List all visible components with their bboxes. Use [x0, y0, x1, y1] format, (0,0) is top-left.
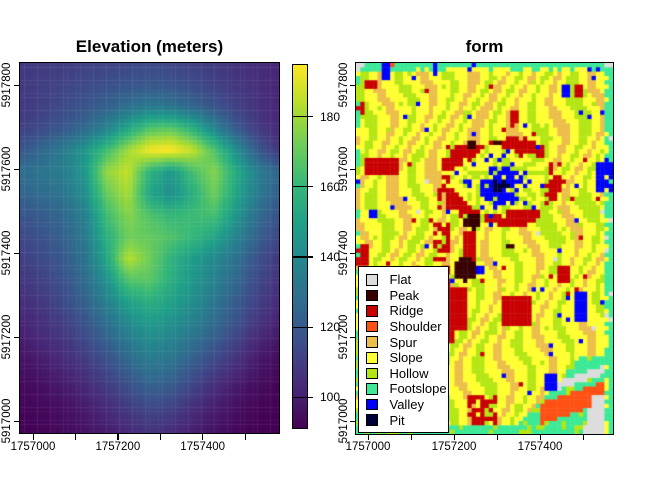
legend-item-label: Flat: [389, 272, 412, 288]
colorbar-tick-label: 160: [320, 179, 341, 194]
x-axis-tick: [244, 434, 246, 440]
y-axis-tick: [14, 168, 20, 170]
legend-item: Slope: [359, 350, 448, 366]
x-axis-tick-label: 1757200: [95, 441, 141, 453]
x-axis-tick: [367, 434, 369, 440]
form-legend: Flat Peak Ridge Shoulder Spur Slope Hollow Foot…: [358, 266, 449, 433]
x-axis-tick: [159, 434, 161, 440]
legend-item: Hollow: [359, 366, 448, 382]
x-axis-tick: [453, 434, 455, 440]
y-axis-tick-label: 5917000: [338, 398, 350, 444]
legend-swatch-icon: [366, 414, 378, 426]
y-axis-tick: [350, 336, 356, 338]
elevation-colorbar: [292, 64, 308, 429]
y-axis-tick-label: 5917800: [338, 62, 350, 108]
x-axis-tick: [582, 434, 584, 440]
y-axis-tick-label: 5917200: [1, 314, 13, 360]
colorbar-tick-label: 120: [320, 320, 341, 335]
x-axis-tick-label: 1757400: [180, 441, 226, 453]
legend-swatch-icon: [366, 383, 378, 395]
legend-item: Shoulder: [359, 319, 448, 335]
x-axis-tick-label: 1757000: [10, 441, 56, 453]
legend-item: Valley: [359, 397, 448, 413]
legend-item-label: Footslope: [389, 381, 447, 397]
x-axis-tick: [539, 434, 541, 440]
elevation-raster: [20, 63, 279, 433]
colorbar-tick: [293, 256, 313, 258]
legend-item: Peak: [359, 288, 448, 304]
legend-item: Flat: [359, 272, 448, 288]
elevation-panel-title: Elevation (meters): [75, 37, 224, 56]
legend-swatch-icon: [366, 352, 378, 364]
y-axis-tick-label: 5917000: [1, 398, 13, 444]
legend-swatch-icon: [366, 320, 378, 333]
x-axis-tick: [410, 434, 412, 440]
y-axis-tick: [14, 420, 20, 422]
y-axis-tick-label: 5917600: [1, 146, 13, 192]
legend-item: Ridge: [359, 303, 448, 319]
colorbar-tick: [293, 396, 313, 398]
x-axis-tick: [74, 434, 77, 440]
legend-swatch-icon: [366, 289, 378, 302]
legend-swatch-icon: [366, 305, 378, 317]
form-panel-title: form: [465, 37, 504, 56]
legend-swatch-icon: [366, 274, 378, 286]
x-axis-tick: [32, 434, 34, 440]
x-axis-tick-label: 1757400: [517, 441, 563, 453]
legend-swatch-icon: [366, 336, 378, 348]
colorbar-tick: [293, 116, 313, 118]
x-axis-tick-label: 1757200: [431, 441, 477, 453]
legend-item-label: Slope: [389, 350, 423, 366]
legend-item: Spur: [359, 334, 448, 350]
x-axis-tick: [496, 434, 498, 440]
x-axis-tick: [117, 434, 119, 440]
colorbar-tick-label: 180: [320, 109, 341, 124]
legend-item-label: Spur: [389, 334, 417, 350]
colorbar-tick-label: 140: [320, 250, 341, 265]
legend-item: Pit: [359, 412, 448, 428]
legend-item-label: Hollow: [389, 365, 429, 381]
legend-swatch-icon: [366, 367, 378, 380]
legend-item-label: Pit: [389, 412, 405, 428]
y-axis-tick: [14, 84, 20, 86]
legend-item-label: Shoulder: [389, 319, 442, 335]
y-axis-tick: [350, 420, 356, 422]
y-axis-tick: [350, 168, 356, 170]
x-axis-tick: [202, 434, 204, 440]
y-axis-tick: [350, 252, 356, 254]
legend-item-label: Peak: [389, 287, 420, 303]
legend-item: Footslope: [359, 381, 448, 397]
y-axis-tick: [14, 252, 20, 254]
y-axis-tick: [350, 84, 356, 86]
y-axis-tick-label: 5917400: [1, 230, 13, 276]
legend-item-label: Valley: [389, 397, 424, 413]
colorbar-tick: [293, 326, 313, 328]
y-axis-tick-label: 5917800: [1, 62, 13, 108]
colorbar-tick: [293, 186, 313, 188]
legend-swatch-icon: [366, 398, 378, 411]
colorbar-tick-label: 100: [320, 390, 341, 405]
y-axis-tick: [14, 336, 20, 338]
legend-item-label: Ridge: [389, 303, 424, 319]
x-axis-tick-label: 1757000: [345, 441, 391, 453]
